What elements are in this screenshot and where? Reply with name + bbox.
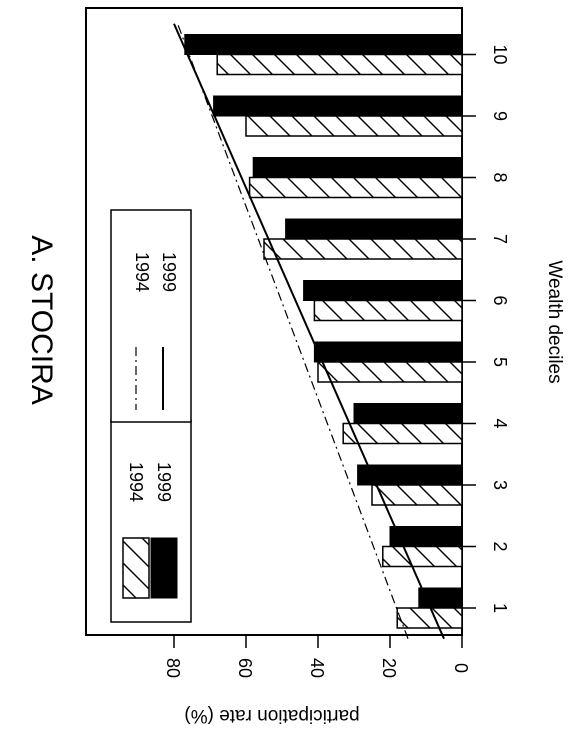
fit-line-1994 — [177, 23, 409, 639]
bar-1994-decile-7 — [263, 238, 463, 260]
value-tick-label: 40 — [307, 658, 327, 678]
legend-label-1999: 1999 — [154, 462, 174, 502]
bar-1994-decile-9 — [245, 115, 463, 137]
legend-lines-box — [110, 209, 192, 423]
bar-1999-decile-9 — [213, 95, 463, 117]
category-tick-label: 2 — [490, 541, 510, 551]
chart-title: A. STOCIRA — [25, 235, 58, 404]
x-axis-label: Wealth deciles — [544, 260, 565, 383]
value-tick-label: 20 — [379, 658, 399, 678]
category-tick-label: 10 — [490, 44, 510, 64]
bar-1994-decile-10 — [216, 53, 463, 76]
bar-1994-decile-8 — [248, 176, 463, 199]
legend-label-1999: 1999 — [159, 252, 179, 292]
bar-1999-decile-3 — [357, 464, 463, 486]
bar-1994-decile-4 — [342, 422, 463, 445]
category-tick-label: 7 — [490, 234, 510, 244]
value-tick-label: 80 — [163, 658, 183, 678]
value-tick-label: 60 — [235, 658, 255, 678]
category-tick-label: 6 — [490, 295, 510, 305]
bar-1999-decile-1 — [418, 587, 463, 609]
category-tick-label: 9 — [490, 111, 510, 121]
legend-label-1994: 1994 — [126, 462, 146, 502]
y-axis-label: participation rate (%) — [184, 705, 359, 726]
legend-swatch-1999 — [150, 537, 178, 599]
category-tick-label: 1 — [490, 603, 510, 613]
category-tick-label: 4 — [490, 418, 510, 428]
bar-1999-decile-5 — [313, 341, 463, 363]
category-tick-label: 3 — [490, 480, 510, 490]
bar-1999-decile-2 — [389, 526, 463, 547]
bar-1999-decile-6 — [303, 280, 463, 301]
bar-1999-decile-8 — [252, 157, 463, 178]
bar-1999-decile-4 — [353, 403, 463, 424]
legend-label-1994: 1994 — [132, 252, 152, 292]
value-tick-label: 0 — [451, 663, 471, 673]
bar-1999-decile-7 — [285, 218, 463, 240]
bar-1994-decile-2 — [382, 545, 463, 568]
plot-frame — [85, 7, 463, 636]
bar-1994-decile-1 — [396, 607, 463, 629]
bar-1994-decile-6 — [313, 299, 463, 322]
bar-1994-decile-3 — [371, 484, 463, 506]
legend-swatch-1994 — [122, 537, 150, 599]
bar-1994-decile-5 — [317, 361, 463, 383]
fit-line-1999 — [173, 23, 445, 640]
category-tick-label: 5 — [490, 357, 510, 367]
bar-1999-decile-10 — [184, 34, 463, 55]
category-tick-label: 8 — [490, 172, 510, 182]
